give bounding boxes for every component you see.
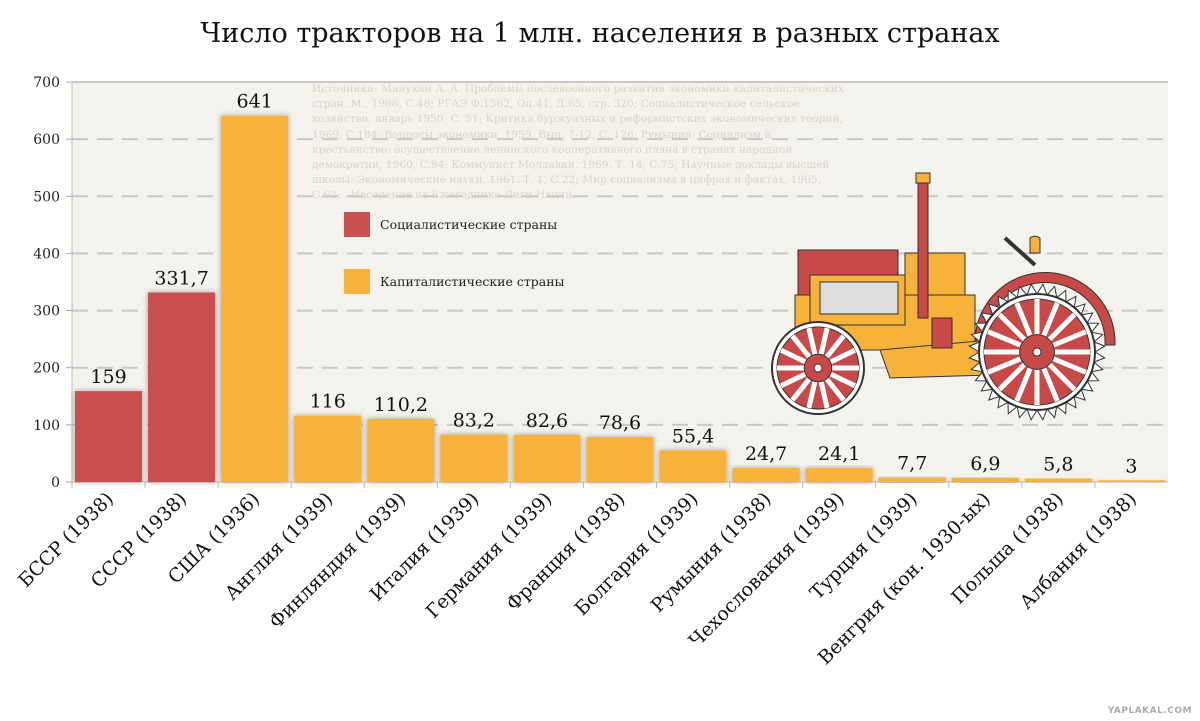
bar bbox=[148, 292, 216, 482]
bar-value-label: 5,8 bbox=[1043, 454, 1073, 476]
bar bbox=[659, 450, 727, 482]
bar bbox=[221, 115, 289, 482]
legend-label-soc: Социалистические страны bbox=[380, 217, 557, 232]
y-tick-label: 0 bbox=[51, 475, 60, 491]
bar bbox=[805, 468, 873, 482]
exhaust-cap bbox=[915, 172, 931, 184]
bar-value-label: 3 bbox=[1125, 455, 1137, 477]
legend-swatch-soc bbox=[344, 212, 370, 237]
seat bbox=[1029, 235, 1041, 254]
category-label: Финляндия (1939) bbox=[265, 488, 410, 633]
bar-value-label: 24,7 bbox=[745, 443, 787, 465]
legend-swatch-cap bbox=[344, 269, 370, 294]
bar-value-label: 110,2 bbox=[374, 394, 428, 416]
bar-value-label: 55,4 bbox=[672, 425, 714, 447]
bar bbox=[367, 419, 435, 482]
bar-value-label: 159 bbox=[90, 366, 126, 388]
category-label: Румыния (1938) bbox=[647, 488, 776, 617]
y-tick-label: 600 bbox=[33, 132, 60, 148]
bar-value-label: 7,7 bbox=[897, 453, 927, 475]
category-label: Болгария (1939) bbox=[571, 488, 703, 620]
bar bbox=[75, 391, 143, 482]
tractor-illustration bbox=[771, 172, 1116, 421]
bar-value-label: 24,1 bbox=[818, 443, 860, 465]
category-label: Германия (1939) bbox=[422, 488, 557, 623]
sources-annotation: Источники: Манукян А. А. Проблемы послев… bbox=[312, 83, 844, 202]
fuel-tank bbox=[904, 252, 966, 296]
rear-wheel bbox=[968, 283, 1106, 421]
y-tick-label: 700 bbox=[33, 75, 60, 91]
steering-column bbox=[1003, 236, 1037, 267]
wheel-axle bbox=[813, 363, 823, 373]
y-tick-label: 200 bbox=[33, 361, 60, 377]
bar-value-label: 82,6 bbox=[526, 410, 568, 432]
bar bbox=[732, 467, 800, 482]
bar-value-label: 116 bbox=[310, 391, 346, 413]
bar bbox=[586, 437, 654, 482]
exhaust-pipe bbox=[917, 172, 929, 319]
bar-value-label: 6,9 bbox=[970, 453, 1000, 475]
y-tick-label: 300 bbox=[33, 304, 60, 320]
watermark: YAPLAKAL.COM bbox=[1107, 706, 1192, 716]
chart-title: Число тракторов на 1 млн. населения в ра… bbox=[200, 18, 1000, 49]
bar bbox=[951, 478, 1019, 482]
wheel-axle bbox=[1032, 347, 1042, 357]
bar bbox=[440, 434, 508, 482]
bar bbox=[878, 477, 946, 482]
radiator bbox=[819, 281, 899, 315]
bar-value-label: 331,7 bbox=[154, 267, 208, 289]
front-wheel bbox=[771, 321, 865, 415]
bar-value-label: 641 bbox=[237, 91, 273, 113]
bar bbox=[1024, 478, 1092, 482]
bar-value-label: 83,2 bbox=[453, 409, 495, 431]
bar-value-label: 78,6 bbox=[599, 412, 641, 434]
y-tick-label: 100 bbox=[33, 418, 60, 434]
bar bbox=[1097, 480, 1165, 482]
bar bbox=[513, 434, 581, 482]
engine-part bbox=[931, 317, 953, 349]
bar bbox=[294, 415, 362, 482]
y-tick-label: 500 bbox=[33, 189, 60, 205]
y-tick-label: 400 bbox=[33, 246, 60, 262]
fender bbox=[974, 272, 1116, 346]
legend-label-cap: Капиталистические страны bbox=[380, 274, 565, 289]
